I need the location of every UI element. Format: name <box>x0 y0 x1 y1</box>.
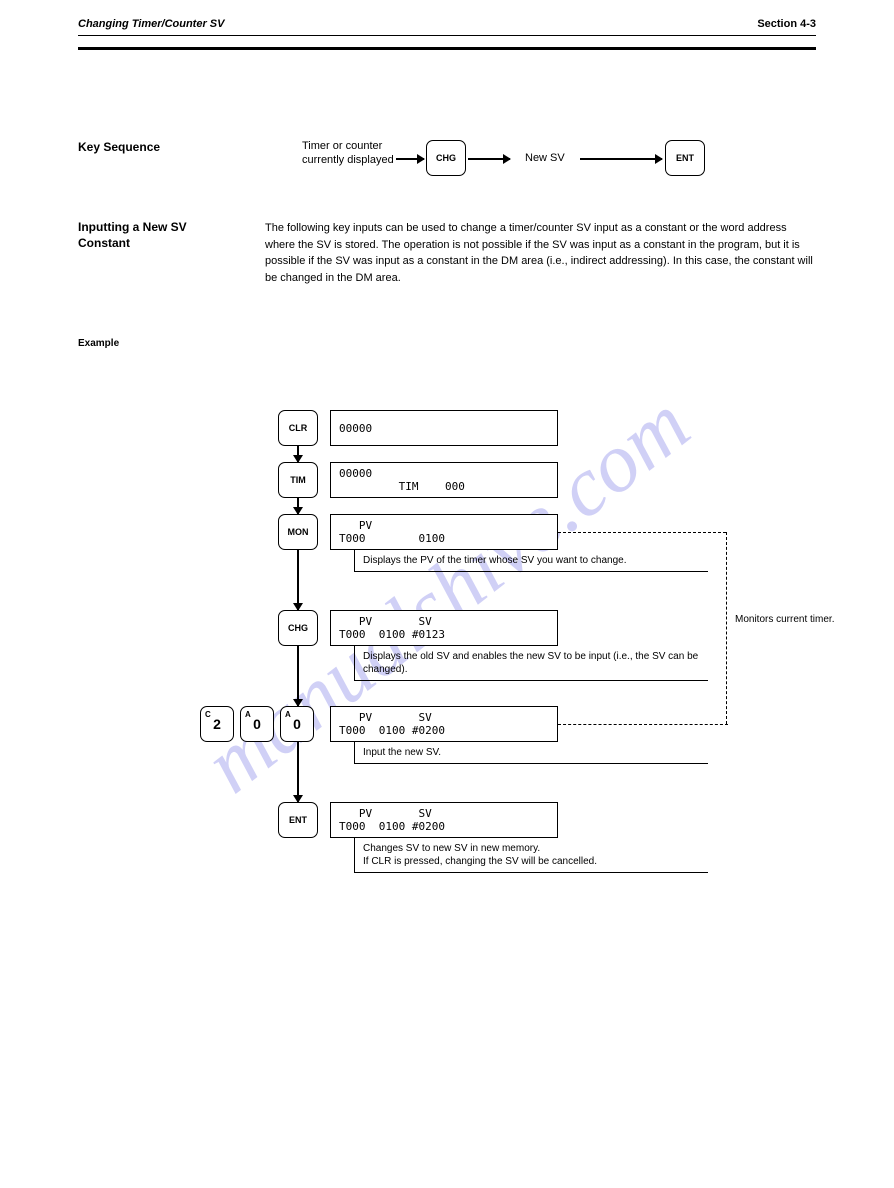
desc-5: Input the new SV. <box>354 742 708 764</box>
tim-key: TIM <box>278 462 318 498</box>
display-1: 00000 <box>330 410 558 446</box>
dashed-bottom <box>558 724 728 725</box>
display-5: PV SV T000 0100 #0200 <box>330 706 558 742</box>
arrow-5-6 <box>297 742 299 802</box>
arrow-1-2 <box>297 446 299 462</box>
example-label: Example <box>78 338 119 349</box>
ent-key-top: ENT <box>665 140 705 176</box>
arrow-3-4 <box>297 550 299 610</box>
arrow-2-3 <box>297 498 299 514</box>
header-right: Section 4-3 <box>757 18 816 30</box>
display-3: PV T000 0100 <box>330 514 558 550</box>
arrow-to-ent <box>580 158 662 160</box>
display-6: PV SV T000 0100 #0200 <box>330 802 558 838</box>
key-a0-2: A 0 <box>280 706 314 742</box>
desc-6: Changes SV to new SV in new memory. If C… <box>354 838 708 873</box>
dashed-top <box>558 532 726 533</box>
desc-3: Displays the PV of the timer whose SV yo… <box>354 550 708 572</box>
mon-key: MON <box>278 514 318 550</box>
new-sv-label: New SV <box>525 152 565 164</box>
intro-heading: Inputting a New SVConstant <box>78 220 187 251</box>
dashed-right <box>726 532 727 724</box>
display-2: 00000 TIM 000 <box>330 462 558 498</box>
key-sequence-heading: Key Sequence <box>78 140 160 154</box>
header-left: Changing Timer/Counter SV <box>78 18 224 30</box>
key-c2: C 2 <box>200 706 234 742</box>
desc-4: Displays the old SV and enables the new … <box>354 646 708 681</box>
header-rule-thin <box>78 35 816 36</box>
chg-key-top: CHG <box>426 140 466 176</box>
intro-body: The following key inputs can be used to … <box>265 220 817 286</box>
display-4: PV SV T000 0100 #0123 <box>330 610 558 646</box>
header-rule-thick <box>78 47 816 50</box>
clr-key: CLR <box>278 410 318 446</box>
timer-counter-label: Timer or countercurrently displayed <box>302 139 402 168</box>
dashed-note: Monitors current timer. <box>735 614 834 625</box>
arrow-to-chg <box>396 158 424 160</box>
key-a0-1: A 0 <box>240 706 274 742</box>
ent-key: ENT <box>278 802 318 838</box>
chg-key: CHG <box>278 610 318 646</box>
arrow-4-5 <box>297 646 299 706</box>
arrow-chg-right <box>468 158 510 160</box>
